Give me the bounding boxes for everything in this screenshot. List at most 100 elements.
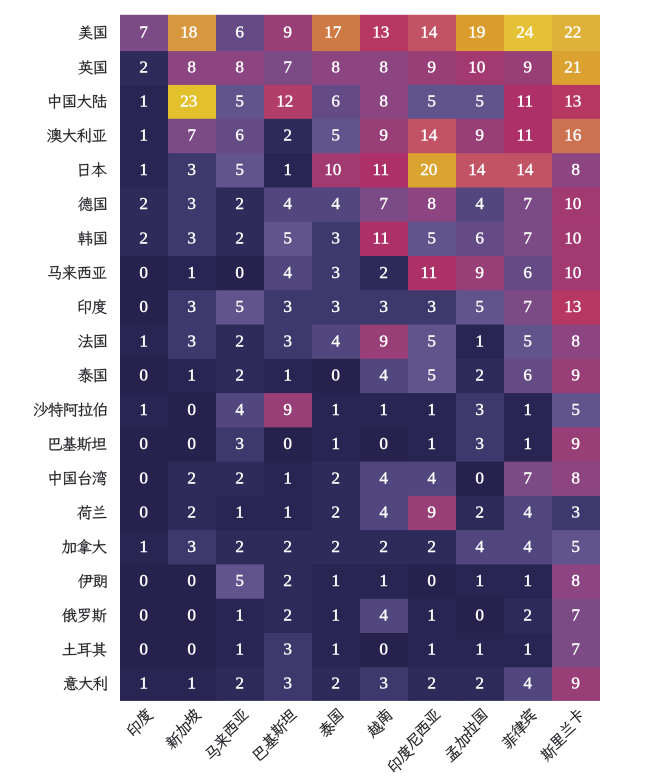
svg-text:0: 0 <box>139 468 148 487</box>
svg-text:0: 0 <box>187 640 196 659</box>
svg-text:9: 9 <box>283 400 292 419</box>
svg-text:4: 4 <box>379 366 388 385</box>
svg-text:0: 0 <box>139 503 148 522</box>
svg-text:5: 5 <box>571 537 580 556</box>
svg-text:7: 7 <box>571 605 580 624</box>
svg-text:7: 7 <box>571 640 580 659</box>
svg-text:1: 1 <box>283 366 292 385</box>
svg-text:2: 2 <box>475 503 484 522</box>
svg-text:4: 4 <box>331 194 340 213</box>
svg-text:9: 9 <box>427 503 436 522</box>
svg-text:8: 8 <box>331 58 340 77</box>
svg-text:2: 2 <box>523 605 532 624</box>
svg-text:5: 5 <box>523 331 532 350</box>
svg-text:1: 1 <box>187 366 196 385</box>
svg-text:20: 20 <box>420 160 437 179</box>
svg-text:3: 3 <box>379 297 388 316</box>
svg-text:3: 3 <box>187 297 196 316</box>
svg-text:0: 0 <box>475 605 484 624</box>
svg-text:10: 10 <box>324 160 341 179</box>
svg-text:7: 7 <box>283 58 292 77</box>
svg-text:2: 2 <box>475 674 484 693</box>
svg-text:1: 1 <box>427 640 436 659</box>
svg-text:5: 5 <box>475 297 484 316</box>
svg-text:2: 2 <box>283 605 292 624</box>
svg-text:2: 2 <box>139 58 148 77</box>
svg-text:22: 22 <box>564 23 581 42</box>
svg-text:1: 1 <box>331 605 340 624</box>
svg-text:5: 5 <box>427 331 436 350</box>
svg-text:1: 1 <box>331 640 340 659</box>
svg-text:13: 13 <box>564 297 581 316</box>
svg-text:5: 5 <box>427 91 436 110</box>
svg-text:5: 5 <box>571 400 580 419</box>
svg-text:1: 1 <box>379 400 388 419</box>
svg-text:0: 0 <box>283 434 292 453</box>
svg-text:4: 4 <box>331 331 340 350</box>
svg-text:2: 2 <box>139 228 148 247</box>
svg-text:6: 6 <box>331 91 340 110</box>
svg-text:0: 0 <box>139 640 148 659</box>
svg-text:9: 9 <box>283 23 292 42</box>
svg-text:16: 16 <box>564 126 582 145</box>
svg-text:3: 3 <box>427 297 436 316</box>
svg-text:8: 8 <box>187 58 196 77</box>
svg-text:6: 6 <box>235 23 244 42</box>
svg-text:0: 0 <box>427 571 436 590</box>
svg-text:0: 0 <box>187 434 196 453</box>
svg-text:8: 8 <box>571 331 580 350</box>
svg-text:4: 4 <box>523 674 532 693</box>
svg-text:4: 4 <box>283 194 292 213</box>
svg-text:4: 4 <box>523 503 532 522</box>
svg-text:5: 5 <box>331 126 340 145</box>
svg-text:7: 7 <box>523 297 532 316</box>
svg-text:4: 4 <box>379 503 388 522</box>
svg-text:13: 13 <box>564 91 581 110</box>
svg-text:3: 3 <box>283 331 292 350</box>
svg-text:7: 7 <box>523 468 532 487</box>
svg-text:4: 4 <box>379 468 388 487</box>
svg-text:10: 10 <box>468 58 485 77</box>
svg-text:0: 0 <box>187 605 196 624</box>
svg-text:3: 3 <box>187 228 196 247</box>
svg-text:1: 1 <box>139 91 148 110</box>
svg-text:14: 14 <box>468 160 486 179</box>
svg-text:2: 2 <box>235 331 244 350</box>
svg-text:9: 9 <box>475 263 484 282</box>
svg-text:9: 9 <box>379 126 388 145</box>
svg-text:1: 1 <box>283 468 292 487</box>
svg-text:0: 0 <box>139 434 148 453</box>
svg-text:2: 2 <box>235 468 244 487</box>
svg-text:5: 5 <box>427 228 436 247</box>
svg-text:19: 19 <box>468 23 485 42</box>
svg-text:9: 9 <box>475 126 484 145</box>
svg-text:5: 5 <box>235 160 244 179</box>
svg-text:1: 1 <box>139 537 148 556</box>
svg-text:6: 6 <box>235 126 244 145</box>
svg-text:2: 2 <box>427 674 436 693</box>
svg-text:21: 21 <box>564 58 581 77</box>
svg-text:2: 2 <box>283 126 292 145</box>
svg-text:3: 3 <box>187 194 196 213</box>
svg-text:9: 9 <box>571 434 580 453</box>
svg-text:1: 1 <box>475 571 484 590</box>
svg-text:24: 24 <box>516 23 534 42</box>
svg-text:10: 10 <box>564 228 581 247</box>
svg-text:5: 5 <box>235 571 244 590</box>
svg-text:1: 1 <box>235 605 244 624</box>
svg-text:2: 2 <box>331 537 340 556</box>
svg-text:0: 0 <box>139 297 148 316</box>
svg-text:7: 7 <box>139 23 148 42</box>
svg-text:3: 3 <box>331 228 340 247</box>
svg-text:1: 1 <box>283 503 292 522</box>
svg-text:1: 1 <box>523 640 532 659</box>
svg-text:3: 3 <box>235 434 244 453</box>
svg-text:1: 1 <box>139 331 148 350</box>
svg-text:0: 0 <box>139 605 148 624</box>
svg-text:2: 2 <box>331 468 340 487</box>
svg-text:2: 2 <box>331 674 340 693</box>
svg-text:3: 3 <box>331 297 340 316</box>
svg-text:9: 9 <box>571 674 580 693</box>
svg-text:3: 3 <box>187 537 196 556</box>
svg-text:8: 8 <box>571 160 580 179</box>
